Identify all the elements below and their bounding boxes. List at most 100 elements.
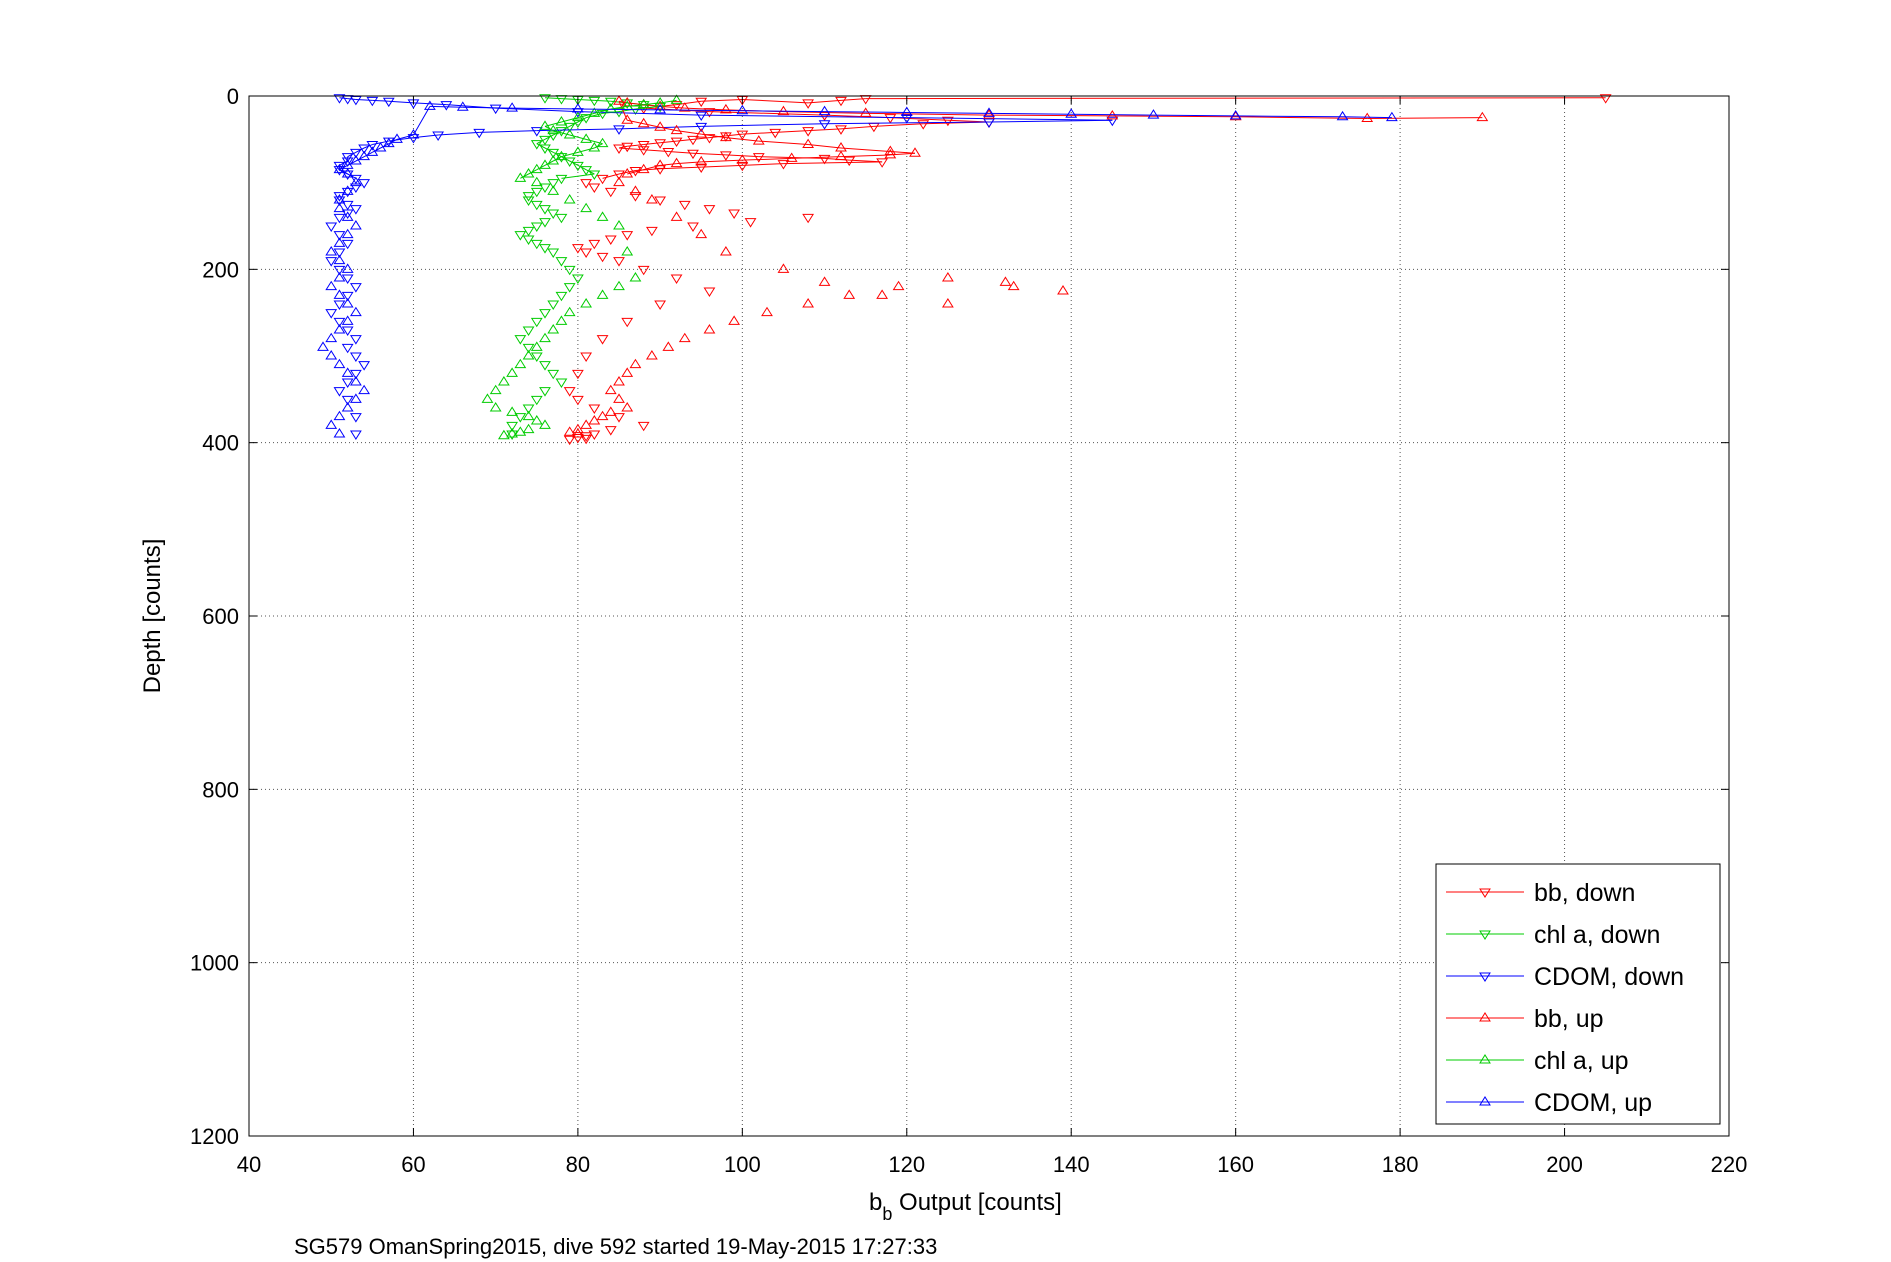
- series-segment: [906, 117, 1113, 121]
- data-point: [341, 315, 354, 325]
- data-point: [555, 116, 568, 126]
- data-point: [645, 350, 658, 360]
- series-segment: [462, 106, 513, 109]
- series-segment: [840, 154, 891, 158]
- y-tick-label: 200: [202, 257, 239, 282]
- data-point: [588, 239, 601, 250]
- data-point: [613, 376, 625, 386]
- data-point: [358, 361, 371, 371]
- data-point: [637, 141, 650, 151]
- data-point: [514, 413, 527, 423]
- data-point: [333, 387, 346, 397]
- data-point: [670, 137, 683, 148]
- series-segment: [865, 112, 990, 116]
- data-point: [802, 127, 815, 137]
- y-tick-label: 800: [202, 777, 239, 802]
- series-segment: [742, 98, 809, 104]
- series-segment: [701, 164, 743, 168]
- legend-label: bb, up: [1534, 1005, 1604, 1033]
- series-segment: [791, 156, 842, 159]
- legend-entry: CDOM, up: [1446, 1089, 1652, 1117]
- data-point: [769, 128, 782, 139]
- series-segment: [725, 137, 759, 142]
- data-point: [341, 402, 354, 412]
- series-segment: [643, 149, 669, 152]
- grid: [249, 96, 1729, 1136]
- series-3: [563, 95, 1489, 438]
- data-point: [563, 426, 576, 436]
- data-point: [563, 387, 576, 397]
- data-point: [596, 137, 609, 148]
- x-tick-label: 140: [1053, 1152, 1090, 1177]
- data-point: [596, 211, 609, 221]
- data-point: [670, 94, 683, 104]
- data-point: [695, 128, 708, 138]
- data-point: [366, 146, 379, 156]
- series-segment: [438, 131, 480, 136]
- data-point: [333, 410, 346, 421]
- data-point: [571, 423, 584, 434]
- data-point: [530, 127, 543, 137]
- data-point: [802, 138, 815, 149]
- data-point: [555, 150, 568, 161]
- data-point: [341, 395, 354, 406]
- data-point: [506, 367, 519, 377]
- series-segment: [709, 111, 825, 116]
- data-point: [613, 176, 625, 187]
- legend-swatch-marker: [1479, 972, 1491, 982]
- series-segment: [1153, 114, 1236, 117]
- data-point: [835, 125, 847, 135]
- x-tick-label: 100: [724, 1152, 761, 1177]
- y-tick-label: 1200: [190, 1124, 239, 1149]
- data-point: [547, 369, 560, 380]
- data-point: [983, 109, 995, 119]
- data-point: [621, 142, 634, 153]
- data-point: [349, 283, 362, 293]
- data-point: [440, 101, 453, 111]
- series-segment: [742, 110, 825, 113]
- data-point: [1336, 110, 1349, 121]
- data-point: [884, 114, 897, 124]
- series-segment: [775, 130, 809, 133]
- data-point: [325, 222, 338, 232]
- data-point: [818, 105, 831, 116]
- data-point: [695, 155, 708, 166]
- legend-label: CDOM, up: [1534, 1089, 1652, 1117]
- legend-label: chl a, down: [1534, 921, 1660, 949]
- data-point: [571, 103, 584, 113]
- x-axis-label-rest: Output [counts]: [892, 1189, 1061, 1216]
- data-point: [349, 220, 362, 230]
- data-point: [547, 324, 560, 334]
- data-point: [719, 151, 732, 161]
- series-segment: [742, 131, 776, 135]
- data-point: [588, 96, 601, 107]
- data-point: [563, 283, 576, 293]
- data-point: [736, 161, 749, 172]
- data-point: [539, 120, 551, 130]
- data-point: [522, 410, 535, 421]
- legend-entry: chl a, up: [1446, 1047, 1629, 1075]
- series-segment: [676, 100, 702, 106]
- data-point: [333, 265, 346, 276]
- y-axis-label: Depth [counts]: [139, 539, 166, 694]
- data-point: [645, 194, 658, 204]
- data-point: [621, 231, 634, 241]
- data-point: [349, 369, 362, 380]
- series-segment: [840, 125, 874, 130]
- data-point: [785, 152, 798, 162]
- data-point: [333, 231, 346, 241]
- data-point: [621, 317, 634, 328]
- data-point: [695, 97, 708, 108]
- data-point: [407, 129, 420, 139]
- data-point: [547, 185, 560, 195]
- data-point: [539, 332, 551, 343]
- data-point: [571, 274, 584, 284]
- data-point: [530, 395, 543, 406]
- legend-label: chl a, up: [1534, 1047, 1629, 1075]
- data-point: [530, 176, 543, 187]
- data-point: [892, 280, 905, 291]
- series-segment: [413, 102, 447, 106]
- data-point: [613, 220, 625, 230]
- data-point: [687, 149, 699, 160]
- data-point: [728, 315, 741, 325]
